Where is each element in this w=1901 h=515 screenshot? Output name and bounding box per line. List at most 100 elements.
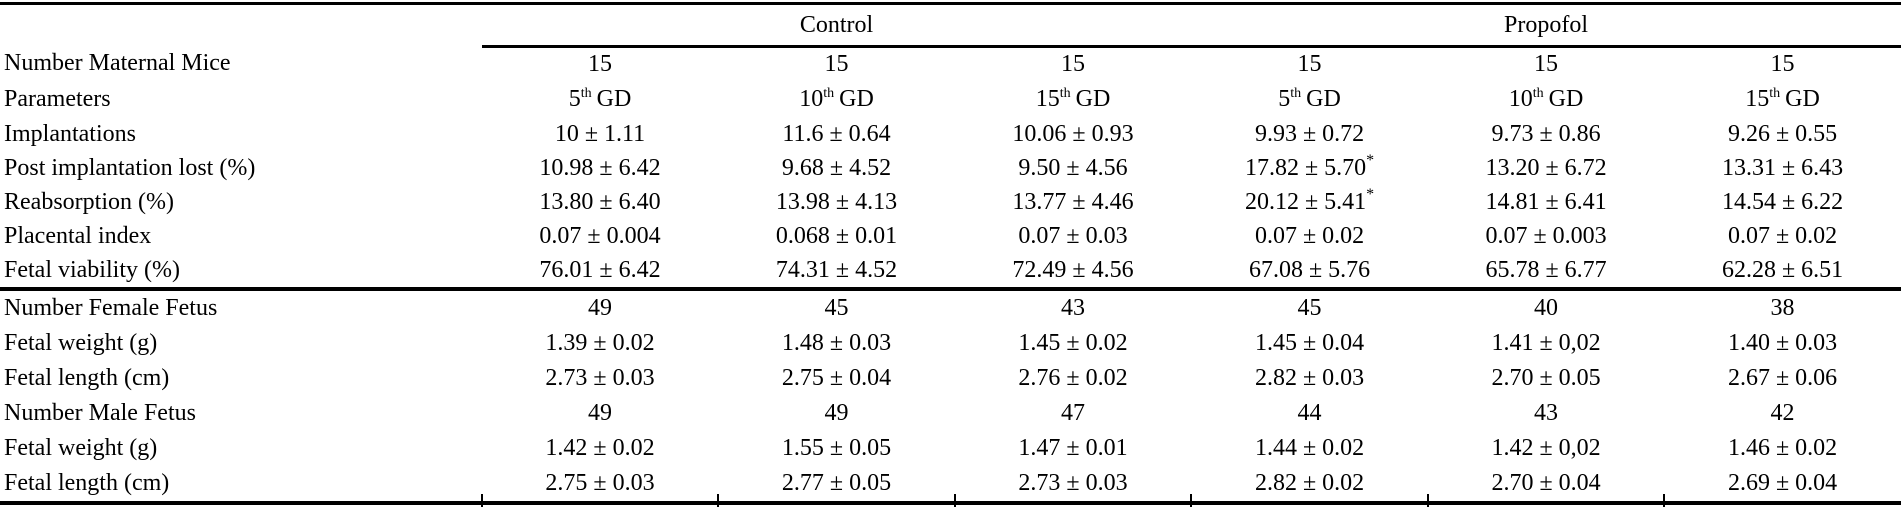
data-cell: 9.26 ± 0.55 xyxy=(1727,120,1838,147)
data-cell: 15 xyxy=(588,51,612,77)
table-row-male-fetal-length: Fetal length (cm) 2.75 ± 0.03 2.77 ± 0.0… xyxy=(0,466,1901,505)
data-cell: 47 xyxy=(1061,400,1086,426)
data-cell: 13.98 ± 4.13 xyxy=(775,188,898,215)
gd-header-cell: 5th GD xyxy=(1191,81,1428,117)
data-cell: 2.82 ± 0.02 xyxy=(1191,466,1429,505)
data-cell: 45 xyxy=(1297,295,1322,321)
row-label: Fetal viability (%) xyxy=(0,253,482,291)
row-label: Fetal weight (g) xyxy=(4,330,158,356)
table-row-number-male-fetus: Number Male Fetus 49 49 47 44 43 42 xyxy=(0,396,1901,431)
group-header-spacer xyxy=(0,4,482,47)
data-cell: 9.68 ± 4.52 xyxy=(781,154,892,181)
data-cell: 10.06 ± 0.93 xyxy=(1012,120,1134,147)
data-cell: 1.42 ± 0.02 xyxy=(545,435,655,461)
data-cell: 44 xyxy=(1297,400,1322,426)
data-cell: 62.28 ± 6.51 xyxy=(1664,253,1901,291)
data-cell: 0.07 ± 0.003 xyxy=(1485,222,1607,249)
data-cell: 1.55 ± 0.05 xyxy=(781,435,892,461)
column-boundary-tick xyxy=(954,494,956,507)
data-cell: 74.31 ± 4.52 xyxy=(718,253,955,291)
data-cell: 14.81 ± 6.41 xyxy=(1485,188,1607,215)
data-cell: 14.54 ± 6.22 xyxy=(1721,188,1844,215)
data-cell: 42 xyxy=(1770,400,1795,426)
gd-number: 5 xyxy=(1278,85,1291,112)
data-cell: 2.69 ± 0.04 xyxy=(1664,466,1901,505)
gd-number: 10 xyxy=(1508,85,1533,112)
column-boundary-tick xyxy=(1663,494,1665,507)
group-header-propofol: Propofol xyxy=(1191,3,1901,48)
data-cell: 9.93 ± 0.72 xyxy=(1254,120,1365,147)
data-cell: 9.73 ± 0.86 xyxy=(1491,120,1601,147)
data-cell: 15 xyxy=(824,51,849,77)
data-cell: 20.12 ± 5.41* xyxy=(1244,185,1375,215)
data-cell: 2.76 ± 0.02 xyxy=(1018,365,1128,391)
gd-ordinal: th xyxy=(823,85,835,101)
significance-star: * xyxy=(1366,151,1375,169)
data-cell: 38 xyxy=(1770,295,1795,321)
table-row-fetal-viability: Fetal viability (%) 76.01 ± 6.42 74.31 ±… xyxy=(0,253,1901,291)
data-cell: 65.78 ± 6.77 xyxy=(1428,253,1665,291)
data-cell: 13.80 ± 6.40 xyxy=(539,188,661,215)
gd-ordinal: th xyxy=(1769,85,1781,101)
data-cell: 49 xyxy=(824,400,849,426)
data-cell: 0.068 ± 0.01 xyxy=(775,222,898,249)
gd-number: 5 xyxy=(568,85,581,112)
data-cell: 2.82 ± 0.03 xyxy=(1254,365,1365,391)
results-table: Control Propofol Number Maternal Mice 15… xyxy=(0,2,1901,505)
gd-ordinal: th xyxy=(1290,85,1302,101)
row-label: Parameters xyxy=(4,85,111,112)
data-cell: 2.75 ± 0.03 xyxy=(482,466,718,505)
data-cell: 1.42 ± 0,02 xyxy=(1491,435,1601,461)
data-cell: 9.50 ± 4.56 xyxy=(1018,154,1128,181)
row-label: Number Maternal Mice xyxy=(4,50,231,77)
significance-star: * xyxy=(1366,185,1375,203)
gd-ordinal: th xyxy=(580,85,592,101)
data-cell: 1.39 ± 0.02 xyxy=(545,330,655,356)
group-label: Propofol xyxy=(1504,11,1589,38)
column-boundary-tick xyxy=(1190,494,1192,507)
data-cell: 2.73 ± 0.03 xyxy=(545,365,655,391)
data-cell: 15 xyxy=(1061,51,1086,77)
data-cell: 76.01 ± 6.42 xyxy=(482,253,718,291)
data-cell: 2.70 ± 0.04 xyxy=(1428,466,1665,505)
column-boundary-tick xyxy=(1427,494,1429,507)
data-cell: 1.48 ± 0.03 xyxy=(781,330,892,356)
gd-ordinal: th xyxy=(1059,85,1071,101)
row-label: Post implantation lost (%) xyxy=(4,154,256,181)
group-header-row: Control Propofol xyxy=(0,3,1901,48)
data-cell: 13.31 ± 6.43 xyxy=(1721,154,1844,181)
row-label: Fetal length (cm) xyxy=(0,466,482,505)
gd-number: 15 xyxy=(1745,85,1770,112)
data-cell: 0.07 ± 0.02 xyxy=(1254,222,1365,249)
data-cell: 43 xyxy=(1534,400,1559,426)
data-cell: 2.75 ± 0.04 xyxy=(781,365,892,391)
data-cell: 10.98 ± 6.42 xyxy=(539,154,661,181)
row-label: Implantations xyxy=(4,120,136,147)
gd-unit: GD xyxy=(1075,85,1111,112)
row-label: Fetal weight (g) xyxy=(4,435,158,461)
table-row-parameters: Parameters 5th GD 10th GD 15th GD 5th GD 10t… xyxy=(0,81,1901,117)
gd-ordinal: th xyxy=(1532,85,1544,101)
data-cell: 2.70 ± 0.05 xyxy=(1491,365,1601,391)
data-cell: 1.44 ± 0.02 xyxy=(1254,435,1365,461)
row-label: Fetal length (cm) xyxy=(4,365,170,391)
data-cell: 0.07 ± 0.03 xyxy=(1018,222,1128,249)
data-cell: 45 xyxy=(824,295,849,321)
data-cell: 2.73 ± 0.03 xyxy=(955,466,1192,505)
table-row-maternal-mice: Number Maternal Mice 15 15 15 15 15 15 xyxy=(0,47,1901,82)
gd-unit: GD xyxy=(1785,85,1820,112)
data-cell: 1.40 ± 0.03 xyxy=(1727,330,1838,356)
row-label: Number Female Fetus xyxy=(4,295,218,321)
column-boundary-tick xyxy=(717,494,719,507)
table-row-female-fetal-length: Fetal length (cm) 2.73 ± 0.03 2.75 ± 0.0… xyxy=(0,361,1901,396)
data-cell: 15 xyxy=(1534,51,1559,77)
column-boundary-tick xyxy=(481,494,483,507)
gd-unit: GD xyxy=(839,85,874,112)
data-cell: 15 xyxy=(1770,51,1795,77)
data-cell: 1.47 ± 0.01 xyxy=(1018,435,1128,461)
table-row-reabsorption: Reabsorption (%) 13.80 ± 6.40 13.98 ± 4.… xyxy=(0,185,1901,219)
data-cell: 1.46 ± 0.02 xyxy=(1727,435,1838,461)
gd-header-cell: 10th GD xyxy=(1428,81,1664,117)
gd-number: 15 xyxy=(1035,85,1060,112)
